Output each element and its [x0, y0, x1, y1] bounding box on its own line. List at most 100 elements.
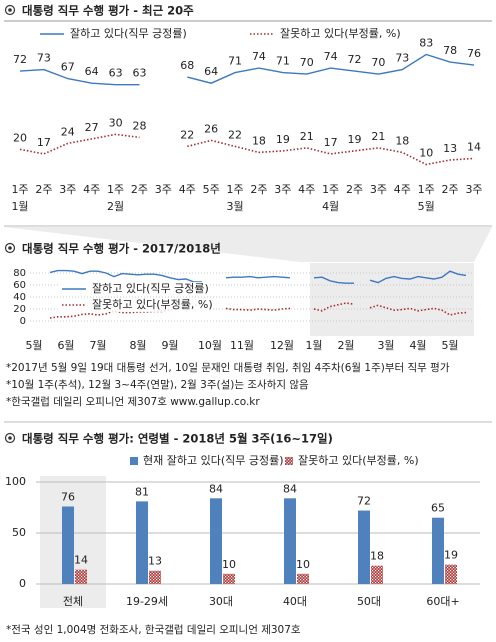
data-label: 17 [37, 136, 51, 149]
chart-title: 대통령 직무 수행 평가: 연령별 - 2018년 5월 3주(16~17일) [22, 432, 333, 446]
x-tick-label: 9월 [161, 339, 178, 352]
data-label: 74 [252, 50, 266, 63]
x-tick-label: 5월 [25, 339, 42, 352]
x-tick-label: 1주 [107, 183, 124, 196]
x-tick-label: 4주 [394, 183, 411, 196]
x-tick-label: 8월 [129, 339, 146, 352]
data-line [19, 53, 475, 86]
legend-label: 잘못하고 있다(부정률, %) [92, 297, 213, 311]
x-tick-label: 1주 [226, 183, 243, 196]
x-tick-label: 3주 [59, 183, 76, 196]
data-label: 26 [204, 122, 218, 135]
x-tick-label: 3주 [155, 183, 172, 196]
data-label: 71 [228, 55, 242, 68]
data-label: 22 [228, 128, 242, 141]
x-tick-label: 1주 [322, 183, 339, 196]
data-label: 27 [85, 121, 99, 134]
data-label: 73 [395, 52, 409, 65]
data-label: 72 [13, 53, 27, 66]
data-label: 19 [348, 133, 362, 146]
y-tick-label: 50 [12, 526, 26, 539]
x-group-label: 1월 [11, 200, 28, 213]
section-icon [4, 432, 16, 444]
data-label: 67 [61, 61, 75, 74]
data-label: 63 [109, 67, 123, 80]
y-tick-label: 20 [13, 304, 26, 315]
x-group-label: 4월 [322, 200, 339, 213]
bar [75, 569, 87, 584]
bar [358, 510, 370, 584]
x-tick-label: 12월 [270, 339, 294, 352]
x-tick-label: 3주 [465, 183, 482, 196]
x-tick-label: 2주 [131, 183, 148, 196]
data-label: 72 [357, 495, 371, 508]
data-label: 20 [13, 131, 27, 144]
legend-label: 현재 잘하고 있다(직무 긍정률) [143, 453, 284, 467]
x-tick-label: 2주 [250, 183, 267, 196]
data-label: 14 [74, 554, 88, 567]
x-tick-label: 19-29세 [126, 595, 168, 608]
bar [284, 498, 296, 584]
bar [149, 570, 161, 584]
data-label: 73 [37, 52, 51, 65]
chart-title: 대통령 직무 수행 평가 - 최근 20주 [22, 4, 194, 18]
x-group-label: 2월 [107, 200, 124, 213]
x-group-label: 3월 [226, 200, 243, 213]
legend-label: 잘하고 있다(직무 긍정률) [92, 281, 209, 295]
x-tick-label: 2주 [442, 183, 459, 196]
section-icon [4, 4, 16, 16]
x-tick-label: 1월 [305, 339, 322, 352]
footnote: *한국갤럽 데일리 오피니언 제307호 www.gallup.co.kr [6, 395, 260, 408]
y-tick-label: 100 [5, 475, 26, 488]
data-label: 84 [283, 482, 297, 495]
data-label: 13 [443, 142, 457, 155]
x-tick-label: 5월 [441, 339, 458, 352]
data-label: 71 [276, 55, 290, 68]
y-tick-label: 40 [13, 292, 26, 303]
highlight-region [310, 263, 474, 336]
bar [223, 573, 235, 584]
bar [445, 564, 457, 584]
data-label: 18 [395, 134, 409, 147]
y-tick-label: 0 [20, 316, 26, 327]
data-label: 10 [222, 558, 236, 571]
data-line [49, 269, 467, 284]
data-label: 19 [276, 133, 290, 146]
x-tick-label: 30대 [209, 595, 233, 608]
bar [136, 501, 148, 584]
legend-swatch [285, 457, 293, 465]
x-tick-label: 50대 [357, 595, 381, 608]
legend-label: 잘못하고 있다(부정률, %) [280, 26, 401, 40]
data-label: 68 [180, 59, 194, 72]
data-label: 19 [444, 549, 458, 562]
data-label: 63 [132, 67, 146, 80]
x-tick-label: 1주 [418, 183, 435, 196]
bar [371, 565, 383, 584]
data-label: 30 [109, 116, 123, 129]
y-tick-label: 60 [13, 280, 26, 291]
bar [297, 573, 309, 584]
data-label: 64 [204, 65, 218, 78]
x-tick-label: 3주 [274, 183, 291, 196]
footnote: *10월 1주(추석), 12월 3~4주(연말), 2월 3주(설)는 조사하… [6, 378, 309, 391]
data-label: 70 [371, 56, 385, 69]
x-tick-label: 5주 [203, 183, 220, 196]
x-tick-label: 60대+ [426, 595, 459, 608]
y-tick-label: 0 [19, 577, 26, 590]
x-tick-label: 2월 [337, 339, 354, 352]
data-label: 76 [467, 47, 481, 60]
x-group-label: 5월 [418, 200, 435, 213]
data-label: 18 [252, 134, 266, 147]
data-label: 14 [467, 140, 481, 153]
x-tick-label: 2주 [346, 183, 363, 196]
legend-bg [60, 282, 210, 296]
x-tick-label: 1주 [11, 183, 28, 196]
x-tick-label: 4월 [409, 339, 426, 352]
x-tick-label: 3월 [377, 339, 394, 352]
legend-bg [60, 298, 210, 312]
data-label: 24 [61, 125, 75, 138]
data-label: 21 [371, 130, 385, 143]
data-label: 84 [209, 482, 223, 495]
